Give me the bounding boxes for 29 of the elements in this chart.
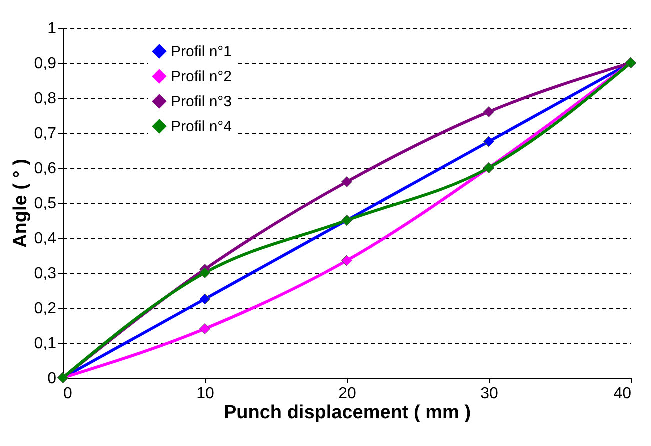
point <box>342 255 352 266</box>
y-tick-label: 0,8 <box>34 90 57 108</box>
x-tick-label: 0 <box>64 386 72 402</box>
x-tick-label: 20 <box>338 386 356 402</box>
y-tick-label: 0,6 <box>34 160 57 178</box>
x-tick-label: 40 <box>614 386 632 402</box>
y-tick-label: 0,4 <box>34 230 57 248</box>
y-tick-label: 0 <box>48 370 57 388</box>
point <box>200 324 210 334</box>
y-tick-label: 0,7 <box>34 126 57 142</box>
y-tick-label: 0,9 <box>34 56 57 72</box>
legend-label: Profil n°4 <box>171 118 232 136</box>
x-tick-label: 10 <box>196 386 214 402</box>
y-tick-label: 0,1 <box>34 336 57 352</box>
legend-label: Profil n°3 <box>171 94 232 110</box>
y-tick-label: 0,2 <box>34 300 57 318</box>
x-axis-title: Punch displacement ( mm ) <box>224 402 472 424</box>
point <box>200 294 210 305</box>
y-tick-label: 0,3 <box>34 266 57 282</box>
point <box>484 106 494 118</box>
y-tick-label: 0,5 <box>34 196 57 212</box>
y-axis-title: Angle ( ° ) <box>10 159 32 248</box>
y-tick-label: 1 <box>48 20 57 38</box>
point <box>484 136 494 148</box>
legend-label: Profil n°2 <box>171 68 232 86</box>
legend-label: Profil n°1 <box>171 44 232 60</box>
point <box>342 176 352 188</box>
point <box>200 268 210 278</box>
x-tick-label: 30 <box>480 386 498 402</box>
